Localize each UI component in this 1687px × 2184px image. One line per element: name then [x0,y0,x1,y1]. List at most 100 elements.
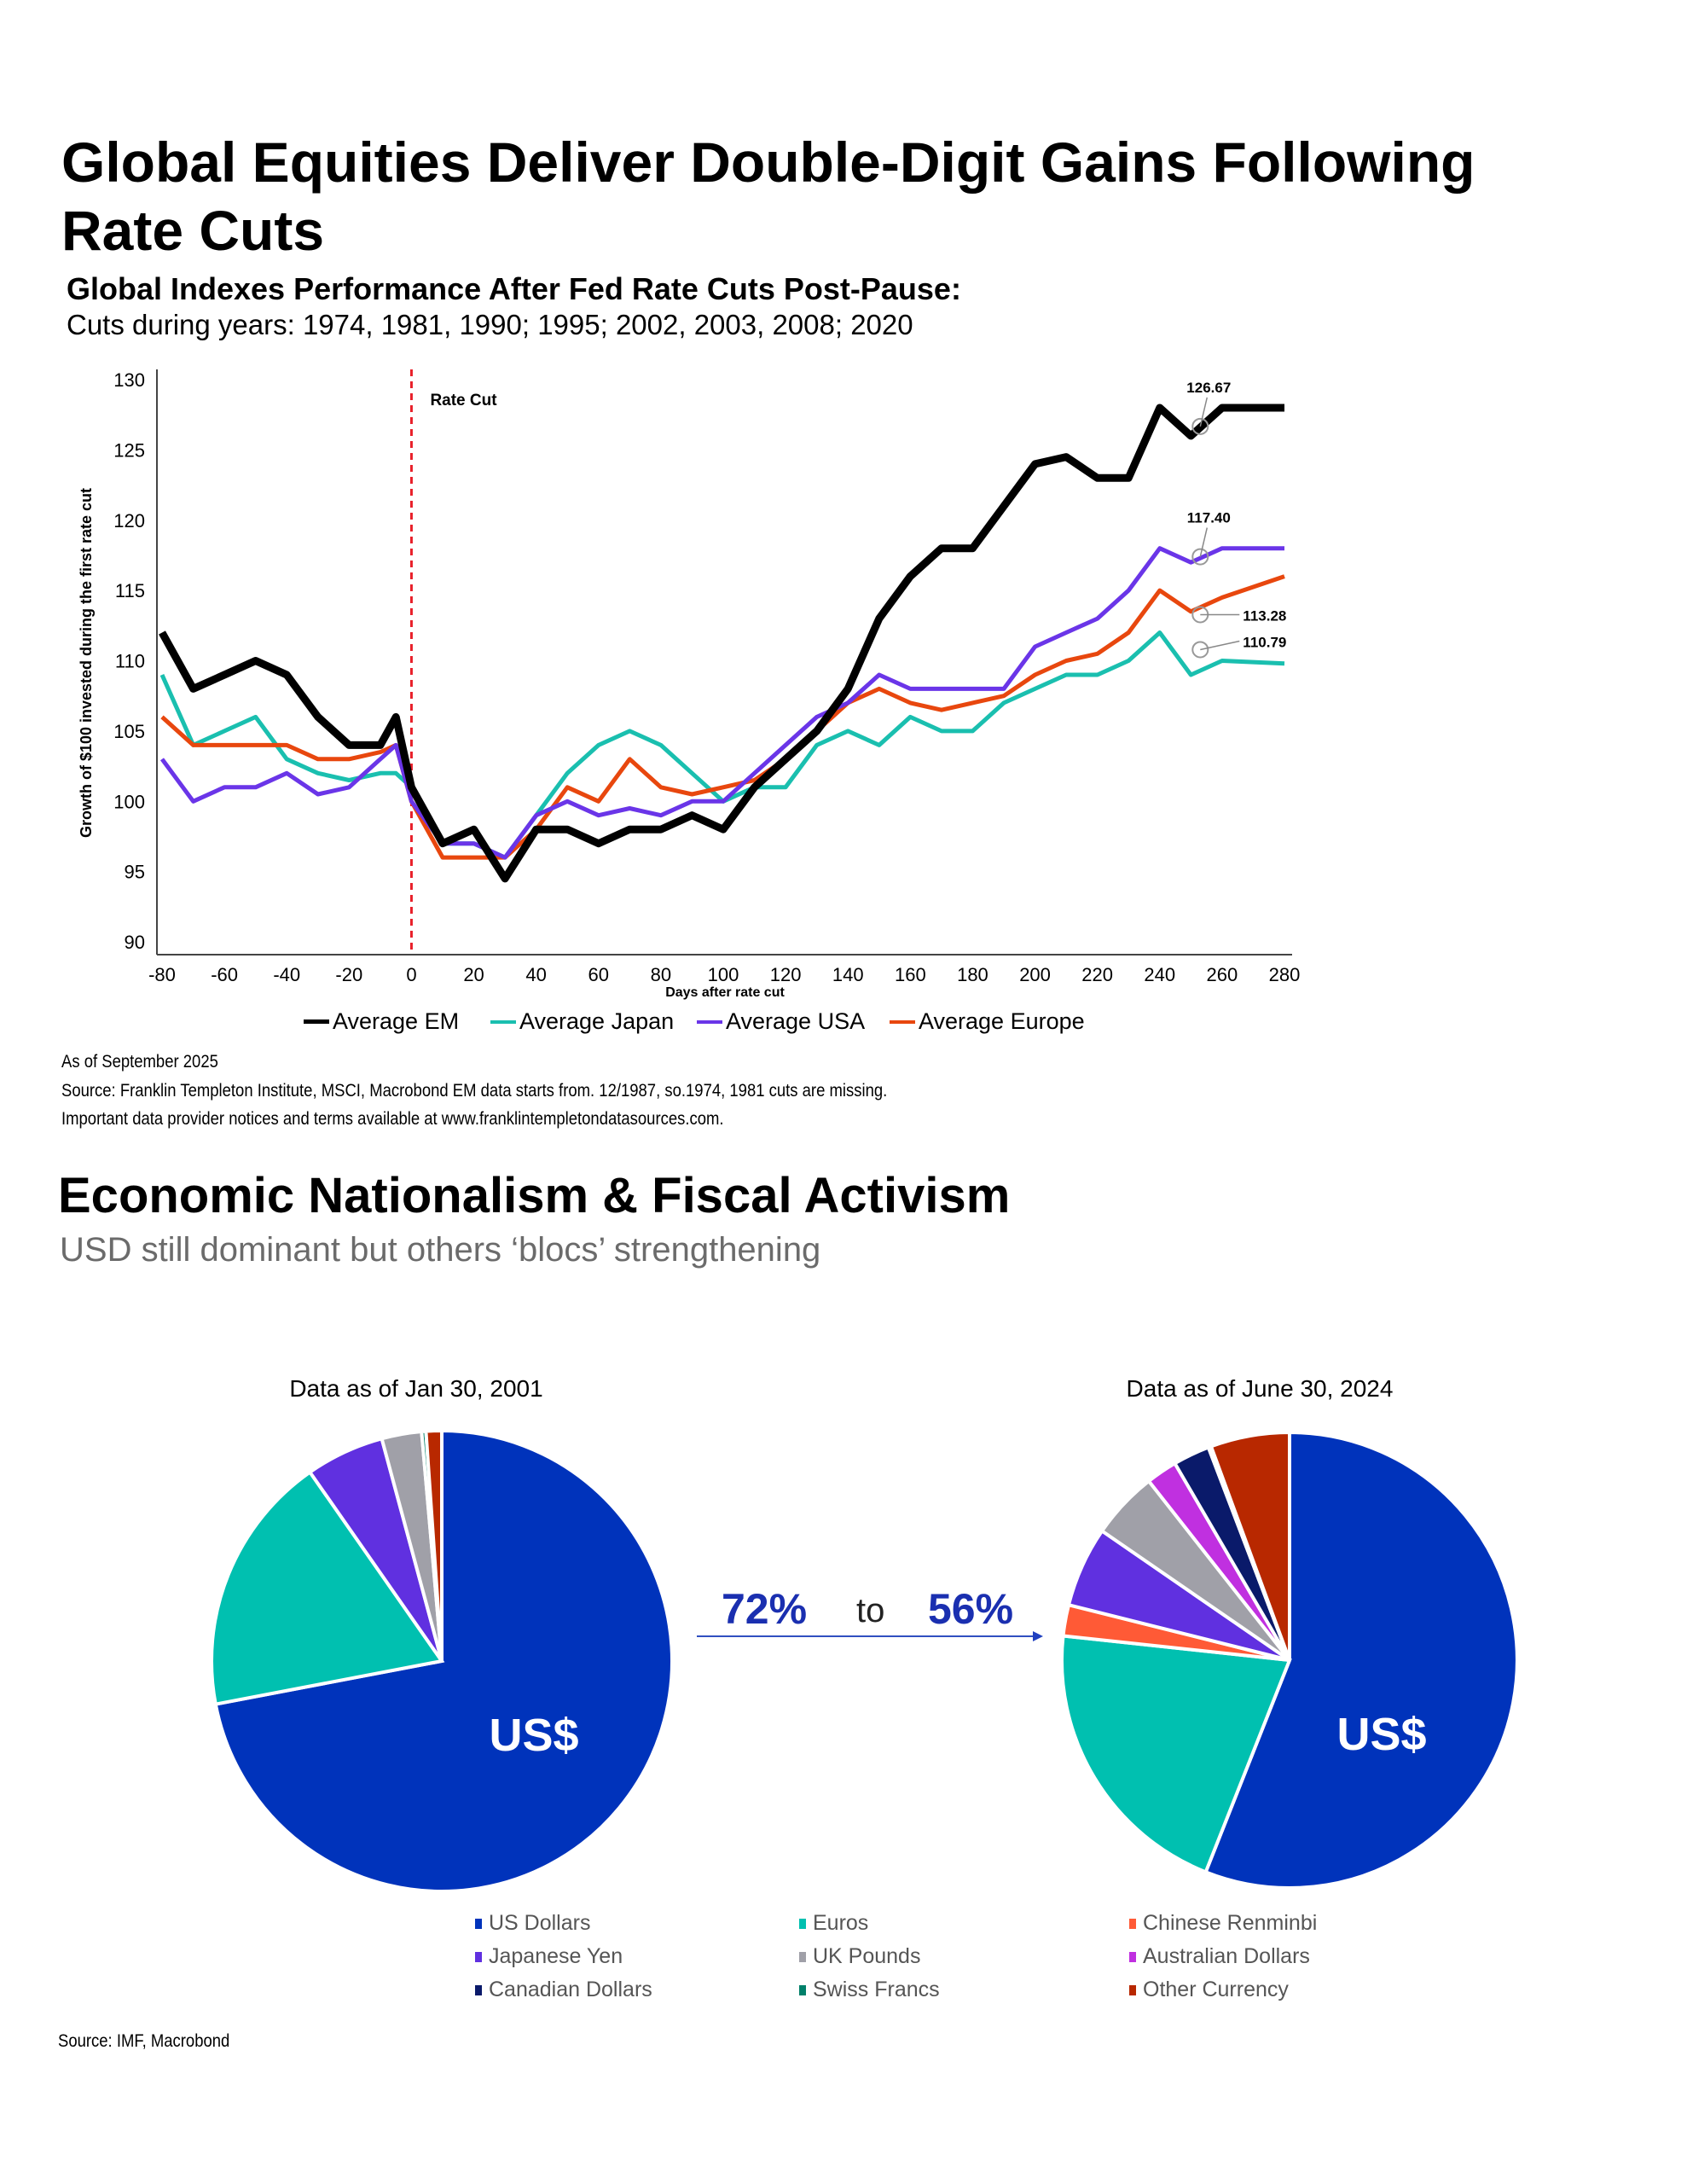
legend-label: Average Japan [519,1008,675,1034]
legend-swatch [1129,1984,1136,1995]
rate-cut-label: Rate Cut [430,392,497,410]
notice-note: Important data provider notices and term… [61,1109,724,1129]
legend-label: Average USA [726,1008,866,1034]
legend-label: US Dollars [489,1911,591,1935]
legend-swatch [475,1918,482,1929]
chart-subtitle: Global Indexes Performance After Fed Rat… [67,271,961,306]
cuts-line: Cuts during years: 1974, 1981, 1990; 199… [67,309,913,340]
annotation-label: 110.79 [1243,634,1286,650]
legend-label: Canadian Dollars [489,1978,652,2001]
pie-2001-slice-euros [210,1469,445,1706]
legend-item-europe: Average Europe [890,1008,1085,1035]
annotation-label: 126.67 [1186,380,1231,396]
transition-arrow [697,1631,1043,1641]
legend-item-japan: Average Japan [490,1008,674,1035]
x-tick-label: 20 [463,964,484,985]
annotation-leader [1199,527,1209,557]
pie-legend-item: UK Pounds [799,1944,920,1969]
y-axis-title: Growth of $100 invested during the first… [78,488,95,838]
y-tick-label: 90 [125,932,145,953]
pie-legend-item: Canadian Dollars [475,1978,652,2002]
section-subtitle: USD still dominant but others ‘blocs’ st… [60,1231,821,1269]
from-percent: 72% [722,1585,808,1633]
x-tick-label: -80 [148,964,176,985]
section-title: Economic Nationalism & Fiscal Activism [58,1168,1011,1223]
legend-line-europe [890,1019,915,1024]
x-tick-label: 140 [832,964,864,985]
legend-label: UK Pounds [813,1944,921,1968]
x-tick-label: 80 [651,964,671,985]
x-tick-label: 0 [406,964,416,985]
series-line-average-europe [160,574,1285,860]
y-tick-label: 100 [113,791,145,812]
x-tick-label: 280 [1269,964,1301,985]
x-axis-title: Days after rate cut [665,985,785,1000]
x-tick-label: 60 [588,964,609,985]
y-tick-label: 130 [113,369,145,391]
pie-legend-item: Other Currency [1129,1978,1289,2002]
x-tick-label: 120 [770,964,802,985]
x-tick-label: 160 [895,964,926,985]
legend-label: Australian Dollars [1143,1944,1310,1968]
y-tick-label: 120 [113,510,145,531]
series-line-average-usa [159,546,1284,860]
annotation-marker [1191,548,1209,566]
line-chart: 90 95 100 105 110 115 120 125 130 -80 -60 -40 -20 0 20… [78,369,1301,1000]
pie-legend-item: Euros [799,1911,868,1936]
pie-2024-title: Data as of June 30, 2024 [1126,1375,1394,1402]
y-tick-label: 105 [113,721,145,742]
x-tick-label: -20 [335,964,362,985]
y-tick-label: 95 [125,862,145,883]
legend-line-usa [697,1019,722,1024]
pie-2024-slice-euros [1059,1634,1292,1874]
y-tick-label: 110 [115,651,145,672]
legend-item-usa: Average USA [697,1008,865,1035]
page-title: Global Equities Deliver Double-Digit Gai… [61,131,1475,262]
legend-label: Chinese Renminbi [1143,1911,1318,1935]
pie-legend-item: Swiss Francs [799,1978,940,2002]
pie-2001-center-label: US$ [489,1710,578,1761]
x-tick-label: 180 [957,964,988,985]
pie-2024-center-label: US$ [1336,1709,1426,1760]
source-note: Source: Franklin Templeton Institute, MS… [61,1081,888,1101]
annotation-leader [1200,640,1240,651]
legend-swatch [799,1951,806,1962]
legend-swatch [1129,1918,1136,1929]
legend-swatch [799,1918,806,1929]
pie-2024-slice-us-dollars [1203,1430,1519,1890]
pie-legend-item: Australian Dollars [1129,1944,1310,1969]
x-tick-label: -60 [211,964,238,985]
annotation-leader [1199,397,1209,427]
pie-legend-item: Chinese Renminbi [1129,1911,1317,1936]
pie-2001-slice-other-currency [424,1428,443,1662]
annotation-marker [1191,417,1209,435]
pie-2001-title: Data as of Jan 30, 2001 [289,1375,543,1402]
x-tick-label: 260 [1207,964,1238,985]
series-line-average-japan [159,630,1285,860]
legend-label: Japanese Yen [489,1944,623,1968]
annotation-label: 113.28 [1243,607,1286,624]
x-tick-label: 220 [1081,964,1113,985]
pie-legend-item: US Dollars [475,1911,590,1936]
pie-2024-slice-other-currency [1209,1430,1291,1661]
to-word: to [856,1592,885,1629]
legend-label: Average Europe [919,1008,1085,1034]
x-tick-label: -40 [273,964,300,985]
annotation-label: 117.40 [1187,510,1231,526]
pie-charts: US$ US$ [210,1428,1519,1893]
legend-label: Swiss Francs [813,1978,940,2001]
y-tick-label: 125 [113,439,145,461]
pie-legend-item: Japanese Yen [475,1944,623,1969]
legend-line-em [304,1019,329,1024]
legend-label: Average EM [333,1008,460,1034]
y-tick-label: 115 [115,580,145,601]
x-tick-label: 200 [1019,964,1051,985]
legend-swatch [799,1984,806,1995]
legend-item-em: Average EM [304,1008,459,1035]
x-tick-label: 100 [708,964,739,985]
pie-source: Source: IMF, Macrobond [58,2031,230,2051]
legend-swatch [1129,1951,1136,1962]
series-line-average-em [159,404,1284,883]
annotation-marker [1191,641,1209,659]
legend-line-japan [490,1019,516,1024]
